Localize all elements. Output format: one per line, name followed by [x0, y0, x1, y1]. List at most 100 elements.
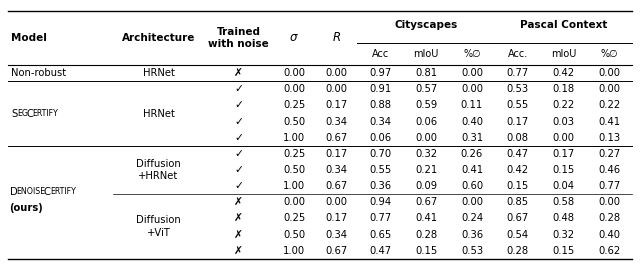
Text: 0.70: 0.70: [369, 149, 392, 159]
Text: C: C: [26, 109, 33, 119]
Text: ✗: ✗: [234, 68, 243, 78]
Text: 0.67: 0.67: [325, 133, 348, 143]
Text: Diffusion
+ViT: Diffusion +ViT: [136, 215, 181, 238]
Text: Cityscapes: Cityscapes: [394, 20, 458, 30]
Text: $\sigma$: $\sigma$: [289, 31, 299, 44]
Text: Acc: Acc: [372, 49, 389, 59]
Text: 0.91: 0.91: [369, 84, 392, 94]
Text: 0.21: 0.21: [415, 165, 437, 175]
Text: 0.00: 0.00: [325, 197, 348, 207]
Text: %∅: %∅: [600, 49, 618, 59]
Text: 0.00: 0.00: [598, 84, 620, 94]
Text: 0.17: 0.17: [552, 149, 575, 159]
Text: 0.00: 0.00: [415, 133, 437, 143]
Text: ✗: ✗: [234, 213, 243, 223]
Text: D: D: [10, 187, 17, 197]
Text: ✓: ✓: [234, 165, 243, 175]
Text: 0.36: 0.36: [369, 181, 392, 191]
Text: 0.15: 0.15: [552, 165, 575, 175]
Text: ✓: ✓: [234, 101, 243, 110]
Text: 0.28: 0.28: [415, 229, 437, 239]
Text: $R$: $R$: [332, 31, 341, 44]
Text: 0.60: 0.60: [461, 181, 483, 191]
Text: 0.31: 0.31: [461, 133, 483, 143]
Text: 1.00: 1.00: [283, 133, 305, 143]
Text: 0.36: 0.36: [461, 229, 483, 239]
Text: 0.42: 0.42: [507, 165, 529, 175]
Text: 0.34: 0.34: [325, 117, 348, 127]
Text: 0.00: 0.00: [598, 68, 620, 78]
Text: 0.00: 0.00: [283, 68, 305, 78]
Text: 0.28: 0.28: [598, 213, 620, 223]
Text: ✗: ✗: [234, 246, 243, 256]
Text: mIoU: mIoU: [413, 49, 439, 59]
Text: ✓: ✓: [234, 117, 243, 127]
Text: 1.00: 1.00: [283, 246, 305, 256]
Text: 0.97: 0.97: [369, 68, 392, 78]
Text: 0.00: 0.00: [552, 133, 575, 143]
Text: Model: Model: [11, 33, 47, 43]
Text: 0.40: 0.40: [598, 229, 620, 239]
Text: Acc.: Acc.: [508, 49, 528, 59]
Text: 0.58: 0.58: [552, 197, 575, 207]
Text: 0.24: 0.24: [461, 213, 483, 223]
Text: 0.65: 0.65: [369, 229, 392, 239]
Text: 0.55: 0.55: [507, 101, 529, 110]
Text: ✓: ✓: [234, 149, 243, 159]
Text: 0.18: 0.18: [552, 84, 575, 94]
Text: EG: EG: [17, 109, 28, 118]
Text: ENOISE: ENOISE: [17, 187, 46, 196]
Text: 0.57: 0.57: [415, 84, 437, 94]
Text: 0.27: 0.27: [598, 149, 621, 159]
Text: 0.67: 0.67: [325, 181, 348, 191]
Text: 0.13: 0.13: [598, 133, 620, 143]
Text: 0.28: 0.28: [507, 246, 529, 256]
Text: 0.09: 0.09: [415, 181, 437, 191]
Text: 0.48: 0.48: [552, 213, 575, 223]
Text: 0.50: 0.50: [283, 165, 305, 175]
Text: 0.34: 0.34: [325, 229, 348, 239]
Text: 0.77: 0.77: [507, 68, 529, 78]
Text: 0.67: 0.67: [507, 213, 529, 223]
Text: Diffusion
+HRNet: Diffusion +HRNet: [136, 159, 181, 181]
Text: ERTIFY: ERTIFY: [50, 187, 76, 196]
Text: 0.17: 0.17: [325, 213, 348, 223]
Text: 0.59: 0.59: [415, 101, 437, 110]
Text: 0.85: 0.85: [507, 197, 529, 207]
Text: HRNet: HRNet: [143, 109, 175, 119]
Text: 0.46: 0.46: [598, 165, 620, 175]
Text: 0.34: 0.34: [325, 165, 348, 175]
Text: C: C: [44, 187, 51, 197]
Text: 0.41: 0.41: [598, 117, 620, 127]
Text: 0.77: 0.77: [369, 213, 392, 223]
Text: 0.62: 0.62: [598, 246, 621, 256]
Text: 0.47: 0.47: [507, 149, 529, 159]
Text: 0.25: 0.25: [283, 101, 305, 110]
Text: 0.17: 0.17: [325, 149, 348, 159]
Text: 0.00: 0.00: [461, 68, 483, 78]
Text: 0.00: 0.00: [283, 197, 305, 207]
Text: mIoU: mIoU: [551, 49, 576, 59]
Text: 0.55: 0.55: [369, 165, 392, 175]
Text: 0.06: 0.06: [369, 133, 392, 143]
Text: 0.77: 0.77: [598, 181, 621, 191]
Text: 0.53: 0.53: [461, 246, 483, 256]
Text: 0.41: 0.41: [415, 213, 437, 223]
Text: 0.32: 0.32: [415, 149, 437, 159]
Text: 0.40: 0.40: [461, 117, 483, 127]
Text: 0.47: 0.47: [369, 246, 392, 256]
Text: Pascal Context: Pascal Context: [520, 20, 607, 30]
Text: Architecture: Architecture: [122, 33, 195, 43]
Text: 0.25: 0.25: [283, 213, 305, 223]
Text: 0.53: 0.53: [507, 84, 529, 94]
Text: 0.15: 0.15: [415, 246, 437, 256]
Text: ✓: ✓: [234, 181, 243, 191]
Text: 0.04: 0.04: [552, 181, 575, 191]
Text: 0.42: 0.42: [552, 68, 575, 78]
Text: 0.15: 0.15: [552, 246, 575, 256]
Text: 0.00: 0.00: [461, 197, 483, 207]
Text: 0.54: 0.54: [507, 229, 529, 239]
Text: S: S: [11, 109, 17, 119]
Text: ERTIFY: ERTIFY: [33, 109, 58, 118]
Text: 0.67: 0.67: [415, 197, 437, 207]
